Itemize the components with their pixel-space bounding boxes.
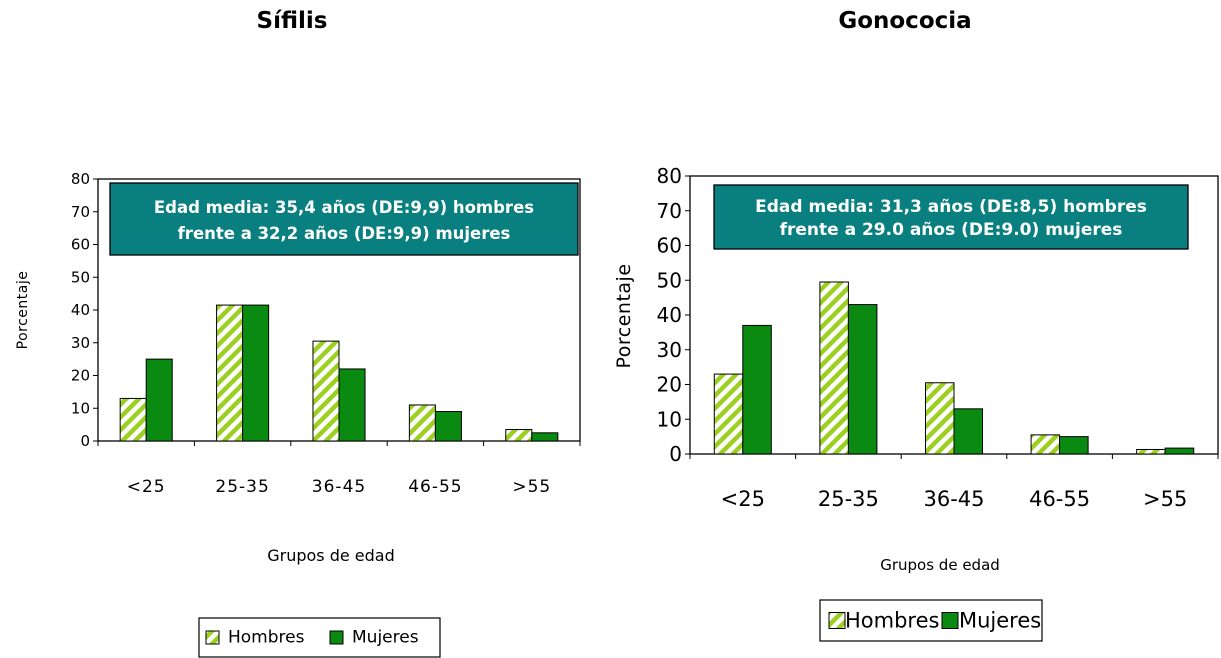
y-axis-label: Porcentaje: [613, 263, 635, 368]
y-tick-label: 40: [71, 301, 90, 319]
bar-mujeres-left: [531, 432, 559, 442]
y-axis-label: Porcentaje: [15, 271, 31, 350]
bar-hombres-right: [819, 281, 849, 455]
y-tick-label: 10: [71, 399, 90, 417]
bar-hombres-left: [312, 340, 340, 442]
legend-label-hombres: Hombres: [228, 628, 305, 648]
bar-mujeres-left: [338, 368, 366, 442]
legend-box-left: [198, 617, 441, 658]
bar-mujeres-right: [953, 408, 984, 455]
legend-swatch-mujeres: [329, 630, 344, 645]
x-axis-label: Grupos de edad: [880, 556, 1000, 574]
bar-mujeres-right: [742, 324, 772, 455]
x-tick-label: 25-35: [818, 487, 879, 511]
bar-hombres-right: [924, 382, 955, 455]
y-tick-label: 20: [71, 367, 90, 385]
x-tick-label: >55: [1143, 487, 1187, 511]
annotation-line: frente a 29.0 años (DE:9.0) mujeres: [780, 220, 1123, 240]
x-tick-label: 25-35: [215, 477, 269, 497]
x-tick-label: <25: [721, 487, 765, 511]
y-tick-label: 30: [71, 334, 90, 352]
bar-mujeres-right: [847, 304, 878, 455]
y-tick-label: 70: [657, 199, 682, 223]
y-tick-label: 10: [657, 407, 682, 431]
annotation-box-right: [713, 184, 1189, 250]
y-tick-label: 20: [657, 373, 682, 397]
bar-mujeres-right: [1059, 436, 1089, 455]
y-tick-label: 50: [657, 268, 682, 292]
chart-title-right: Gonococia: [838, 8, 972, 34]
x-tick-label: <25: [127, 477, 166, 497]
y-tick-label: 80: [657, 164, 682, 188]
x-tick-label: 36-45: [312, 477, 366, 497]
bar-hombres-left: [216, 304, 244, 442]
bar-mujeres-left: [434, 411, 462, 442]
legend-label-mujeres: Mujeres: [352, 628, 419, 648]
annotation-line: Edad media: 35,4 años (DE:9,9) hombres: [154, 198, 534, 217]
y-tick-label: 60: [71, 236, 90, 254]
chart-title-left: Sífilis: [256, 8, 328, 34]
x-tick-label: 46-55: [408, 477, 462, 497]
legend-box-right: [819, 599, 1043, 642]
x-tick-label: 36-45: [923, 487, 984, 511]
y-tick-label: 70: [71, 203, 90, 221]
bar-hombres-left: [505, 429, 533, 442]
bar-mujeres-right: [1164, 447, 1195, 455]
x-tick-label: 46-55: [1029, 487, 1090, 511]
y-tick-label: 0: [669, 442, 682, 466]
annotation-box-left: [109, 182, 579, 256]
legend-swatch-hombres: [828, 612, 846, 629]
y-tick-label: 60: [657, 234, 682, 258]
bar-hombres-right: [713, 373, 744, 455]
x-tick-label: >55: [512, 477, 551, 497]
annotation-line: Edad media: 31,3 años (DE:8,5) hombres: [755, 197, 1147, 217]
y-tick-label: 30: [657, 338, 682, 362]
bar-hombres-right: [1136, 448, 1166, 455]
bar-hombres-left: [119, 397, 147, 442]
y-tick-label: 40: [657, 303, 682, 327]
legend-label-mujeres: Mujeres: [959, 609, 1041, 633]
y-tick-label: 0: [80, 432, 90, 450]
bar-mujeres-left: [242, 304, 270, 442]
x-axis-label: Grupos de edad: [267, 546, 395, 565]
legend-label-hombres: Hombres: [845, 609, 939, 633]
legend-swatch-hombres: [205, 630, 220, 645]
bar-hombres-right: [1030, 434, 1061, 455]
annotation-line: frente a 32,2 años (DE:9,9) mujeres: [178, 224, 511, 243]
bar-hombres-left: [408, 404, 436, 442]
bar-mujeres-left: [145, 358, 173, 442]
legend-swatch-mujeres: [941, 612, 959, 629]
y-tick-label: 50: [71, 268, 90, 286]
y-tick-label: 80: [71, 170, 90, 188]
